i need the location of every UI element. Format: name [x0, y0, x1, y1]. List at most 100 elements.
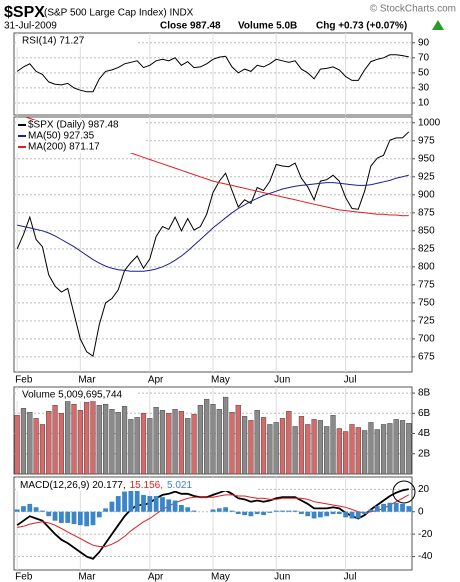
bar: [58, 413, 64, 474]
panel: [14, 477, 412, 570]
bar: [387, 423, 393, 474]
bar: [109, 409, 115, 474]
bar: [153, 407, 159, 474]
legend-bg: [16, 479, 256, 491]
legend-bg: [16, 142, 146, 153]
bar: [52, 405, 58, 474]
bar: [33, 418, 39, 474]
bar: [84, 401, 90, 474]
legend-entry: 5.021: [167, 480, 192, 491]
bar: [71, 511, 77, 525]
y-tick-label: 925: [418, 171, 435, 182]
y-tick-label: 700: [418, 334, 435, 345]
bar: [216, 409, 222, 474]
bar: [362, 430, 368, 474]
bar: [122, 491, 127, 512]
bar: [20, 408, 27, 474]
bar: [374, 429, 380, 474]
y-tick-label: 10: [418, 98, 430, 109]
bar: [33, 507, 39, 512]
bar: [254, 511, 260, 514]
y-tick-label: 850: [418, 225, 435, 236]
bar: [21, 506, 26, 512]
panel: [14, 117, 412, 372]
bar: [84, 511, 90, 527]
legend-bg: [16, 36, 136, 47]
bar: [179, 505, 184, 512]
bar: [40, 510, 45, 512]
bar: [147, 496, 153, 512]
bar: [153, 496, 159, 512]
bar: [355, 427, 361, 474]
bar: [406, 506, 412, 512]
bar: [141, 494, 146, 512]
x-tick-label: Feb: [15, 572, 33, 582]
bar: [381, 503, 386, 512]
bar: [349, 424, 355, 474]
bar: [147, 418, 153, 474]
y-tick-label: 6B: [418, 408, 431, 419]
bar: [27, 503, 33, 512]
bar: [65, 511, 71, 523]
x-tick-label: May: [211, 572, 230, 582]
bar: [58, 511, 64, 523]
legend-entry: MA(50) 927.35: [28, 131, 95, 142]
bar: [229, 510, 235, 512]
y-tick-label: 825: [418, 243, 435, 254]
legend-bg: [16, 131, 146, 142]
x-tick-label: Jul: [344, 375, 357, 386]
bar: [46, 411, 52, 474]
panel: [14, 387, 412, 474]
bar: [330, 415, 336, 474]
y-tick-label: 975: [418, 135, 435, 146]
y-tick-label: 8B: [418, 388, 431, 399]
bar: [317, 511, 323, 518]
bar: [267, 424, 273, 474]
index-name: (S&P 500 Large Cap Index) INDX: [44, 8, 194, 19]
bar: [204, 398, 210, 474]
legend-entry: $SPX (Daily) 987.48: [28, 120, 119, 131]
y-tick-label: -40: [418, 551, 433, 562]
x-tick-label: Jun: [274, 375, 290, 386]
bar: [286, 411, 292, 474]
series-line: [16, 488, 409, 560]
bar: [134, 490, 140, 512]
y-tick-label: 20: [418, 484, 430, 495]
bar: [96, 405, 102, 474]
bar: [172, 500, 178, 512]
bar: [273, 422, 279, 474]
plot-layer: 90 70 50 30 10 RSI(14) 71.27 1000 975 950 925 900 8…: [14, 33, 441, 582]
bar: [160, 497, 165, 512]
y-tick-label: 4B: [418, 428, 431, 439]
bar: [305, 424, 311, 474]
x-tick-label: Feb: [15, 375, 33, 386]
bar: [261, 511, 266, 516]
bar: [65, 399, 71, 474]
bar: [336, 511, 342, 514]
bar: [191, 414, 197, 474]
series-line: [16, 54, 409, 93]
bar: [399, 420, 406, 474]
bar: [362, 511, 368, 514]
bar: [90, 396, 96, 474]
y-tick-label: 725: [418, 315, 435, 326]
bar: [115, 412, 121, 474]
y-tick-label: 675: [418, 352, 435, 363]
change: Chg +0.73 (+0.07%): [316, 21, 407, 32]
y-tick-label: 2B: [418, 448, 431, 459]
y-tick-label: 30: [418, 83, 430, 94]
bar: [46, 511, 52, 517]
bar: [241, 416, 248, 474]
annotation-circle: [392, 480, 416, 504]
bar: [292, 510, 298, 512]
bar: [248, 511, 254, 517]
legend-entry: MACD(12,26,9) 20.177,: [20, 480, 126, 491]
symbol: $SPX: [4, 4, 45, 21]
bar: [185, 418, 191, 474]
bar: [355, 511, 361, 519]
bar: [387, 502, 393, 512]
bar: [393, 419, 399, 474]
legend-entry: RSI(14) 71.27: [22, 36, 85, 47]
x-tick-label: Mar: [78, 572, 96, 582]
